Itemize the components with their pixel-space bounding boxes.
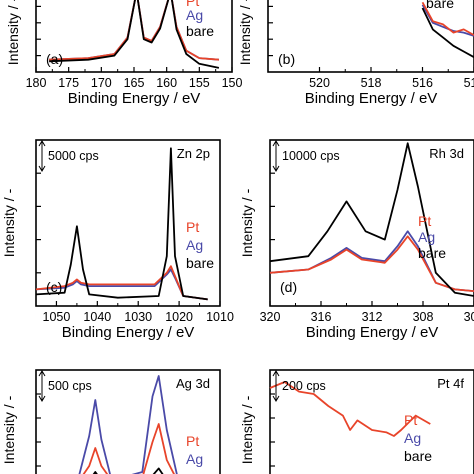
x-tick-label: 175	[58, 76, 79, 90]
x-axis-label: Binding Energy / eV	[306, 324, 439, 341]
plot-frame	[35, 139, 221, 307]
legend-ag: Ag	[418, 229, 435, 245]
panel-label: (d)	[280, 279, 297, 295]
series-line-bare	[49, 0, 220, 69]
x-tick-label: 160	[156, 76, 177, 90]
x-tick-label: 1040	[83, 310, 111, 324]
legend-bare: bare	[404, 448, 432, 464]
scale-bar-label: 200 cps	[282, 379, 326, 393]
series-line-pt	[269, 381, 431, 437]
legend-pt: Pt	[404, 412, 417, 428]
x-axis-label: Binding Energy / eV	[305, 90, 438, 107]
x-tick-label: 150	[222, 76, 243, 90]
scale-bar-label: 500 cps	[48, 379, 92, 393]
panel-title: Rh 3d	[429, 146, 464, 161]
x-tick-label: 155	[189, 76, 210, 90]
panel-title: Zn 2p	[177, 146, 210, 161]
scale-bar-arrow-down	[38, 165, 46, 172]
x-axis-label: Binding Energy / eV	[68, 90, 201, 107]
panel-label: (b)	[278, 51, 295, 67]
x-tick-label: 514	[464, 76, 474, 90]
scale-bar-arrow-down	[272, 165, 280, 172]
legend-ag: Ag	[404, 430, 421, 446]
legend-bare: bare	[426, 0, 454, 11]
x-tick-label: 180	[26, 76, 47, 90]
series-line-pt	[82, 423, 175, 474]
x-tick-label: 1030	[124, 310, 152, 324]
x-tick-label: 312	[362, 310, 383, 324]
series-line-bare	[92, 467, 164, 474]
y-axis-label: Intensity / -	[5, 0, 21, 65]
plot-frame	[35, 369, 221, 474]
scale-bar-arrow-up	[272, 370, 280, 377]
panel-4: 320 316 312 308 304 Binding Energy / eV Intens…	[239, 139, 474, 341]
panel-1: 180 175 170 165 160 155 150 Binding Energy / eV…	[5, 0, 242, 107]
panel-5: Intensity / - Ag 3d 500 cps Pt Ag	[1, 369, 221, 474]
panel-title: Ag 3d	[176, 376, 210, 391]
x-tick-label: 518	[361, 76, 382, 90]
panel-2: 520 518 516 514 Binding Energy / eV Intensity…	[237, 0, 474, 107]
plot-frame	[269, 369, 474, 474]
legend-ag: Ag	[186, 7, 203, 23]
series-line-pt	[269, 235, 474, 292]
y-axis-label: Intensity / -	[1, 395, 17, 464]
x-tick-label: 165	[124, 76, 145, 90]
x-tick-label: 316	[311, 310, 332, 324]
series-line-ag	[78, 375, 178, 474]
legend-bare: bare	[186, 23, 214, 39]
x-tick-label: 1020	[165, 310, 193, 324]
y-axis-label: Intensity / -	[239, 188, 255, 257]
scale-bar-arrow-down	[38, 395, 46, 402]
y-axis-label: Intensity / -	[1, 188, 17, 257]
x-tick-label: 320	[260, 310, 281, 324]
legend-ag: Ag	[186, 237, 203, 253]
panel-label: (c)	[46, 279, 62, 295]
panel-6: Intensity / - Pt 4f 200 cps Pt Ag bare	[239, 369, 474, 474]
series-line-pt	[421, 1, 474, 36]
x-tick-label: 1010	[206, 310, 234, 324]
panel-label: (a)	[46, 51, 63, 67]
y-axis-label: Intensity / -	[239, 395, 255, 464]
legend-pt: Pt	[418, 213, 431, 229]
x-tick-label: 304	[464, 310, 474, 324]
legend-bare: bare	[418, 245, 446, 261]
legend-bare: bare	[186, 255, 214, 271]
legend-ag: Ag	[186, 451, 203, 467]
x-tick-label: 170	[91, 76, 112, 90]
x-tick-label: 516	[412, 76, 433, 90]
scale-bar-label: 5000 cps	[48, 149, 99, 163]
scale-bar-arrow-up	[38, 140, 46, 147]
legend-pt: Pt	[186, 219, 199, 235]
series-line-bare	[35, 147, 208, 301]
scale-bar-arrow-down	[272, 395, 280, 402]
panel-3: 1050 1040 1030 1020 1010 Binding Energy / eV I…	[1, 139, 234, 341]
legend-pt: Pt	[186, 433, 199, 449]
x-axis-label: Binding Energy / eV	[62, 324, 195, 341]
scale-bar-arrow-up	[272, 140, 280, 147]
x-tick-label: 520	[309, 76, 330, 90]
legend-pt: Pt	[186, 0, 199, 9]
x-tick-label: 1050	[43, 310, 71, 324]
series-line-pt	[35, 265, 208, 301]
series-line-bare	[421, 7, 474, 58]
series-line-bare	[269, 142, 474, 297]
scale-bar-label: 10000 cps	[282, 149, 340, 163]
panel-title: Pt 4f	[437, 376, 464, 391]
scale-bar-arrow-up	[38, 370, 46, 377]
y-axis-label: Intensity / -	[237, 0, 253, 65]
x-tick-label: 308	[413, 310, 434, 324]
